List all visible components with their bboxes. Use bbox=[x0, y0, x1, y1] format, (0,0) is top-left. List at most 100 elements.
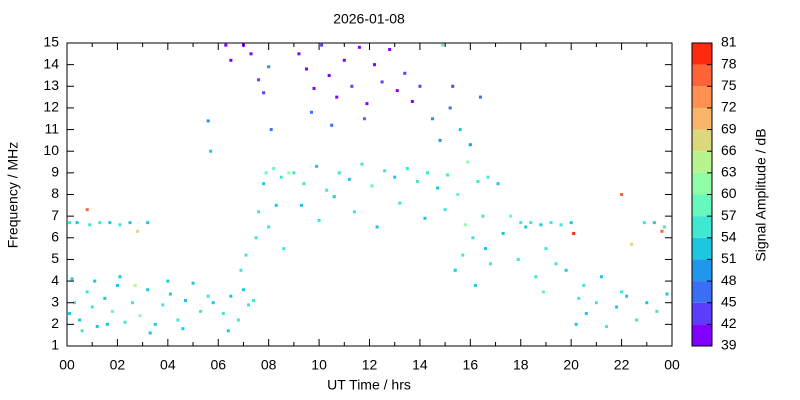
data-point bbox=[451, 84, 455, 88]
y-tick-label: 5 bbox=[51, 250, 59, 266]
colorbar-tick-label: 54 bbox=[721, 228, 737, 244]
colorbar-tick-label: 66 bbox=[721, 142, 737, 158]
colorbar-tick-label: 78 bbox=[721, 55, 737, 71]
data-point bbox=[436, 186, 440, 190]
data-point bbox=[327, 73, 331, 77]
data-point bbox=[453, 268, 457, 272]
colorbar-tick-label: 72 bbox=[721, 99, 737, 115]
data-point bbox=[320, 43, 324, 47]
x-tick-label: 18 bbox=[513, 357, 529, 373]
data-point bbox=[574, 322, 578, 326]
data-point bbox=[483, 247, 487, 251]
data-point bbox=[473, 283, 477, 287]
data-point bbox=[448, 106, 452, 110]
data-point bbox=[478, 95, 482, 99]
x-tick-label: 10 bbox=[311, 357, 327, 373]
data-point bbox=[88, 223, 92, 227]
data-point bbox=[297, 52, 301, 56]
data-point bbox=[244, 253, 248, 257]
data-point bbox=[425, 171, 429, 175]
data-point bbox=[299, 203, 303, 207]
data-point bbox=[360, 162, 364, 166]
data-point bbox=[279, 175, 283, 179]
data-point bbox=[410, 99, 414, 103]
data-point bbox=[625, 294, 629, 298]
data-point bbox=[168, 292, 172, 296]
data-point bbox=[249, 52, 253, 56]
data-point bbox=[577, 296, 581, 300]
data-point bbox=[471, 236, 475, 240]
data-point bbox=[247, 303, 250, 307]
colorbar-band bbox=[692, 281, 712, 303]
y-tick-label: 8 bbox=[51, 185, 59, 201]
colorbar-band bbox=[692, 43, 712, 65]
colorbar-band bbox=[692, 237, 712, 260]
data-point bbox=[221, 312, 225, 316]
data-point bbox=[93, 279, 97, 283]
data-point bbox=[105, 322, 109, 326]
data-point bbox=[161, 303, 165, 307]
colorbar-band bbox=[692, 151, 712, 173]
data-point bbox=[481, 214, 485, 218]
data-point bbox=[262, 182, 266, 186]
data-point bbox=[176, 318, 180, 322]
data-point bbox=[302, 182, 306, 186]
data-point bbox=[468, 143, 472, 147]
data-point bbox=[559, 223, 563, 227]
data-point bbox=[380, 80, 384, 84]
data-point bbox=[133, 283, 137, 287]
plot-frame bbox=[66, 42, 673, 347]
data-point bbox=[395, 89, 399, 93]
colorbar-band bbox=[692, 107, 712, 130]
data-point bbox=[95, 325, 99, 329]
data-point bbox=[441, 43, 445, 47]
x-tick-label: 00 bbox=[59, 357, 75, 373]
data-point bbox=[128, 221, 132, 225]
data-point bbox=[254, 236, 258, 240]
data-point bbox=[138, 314, 142, 318]
x-tick-label: 04 bbox=[160, 357, 176, 373]
data-point bbox=[73, 301, 77, 305]
data-point bbox=[403, 71, 407, 75]
data-point bbox=[337, 171, 341, 175]
data-point bbox=[108, 221, 112, 225]
y-tick-label: 1 bbox=[51, 337, 59, 353]
data-point bbox=[446, 173, 450, 177]
data-point bbox=[85, 208, 89, 212]
data-point bbox=[118, 223, 122, 227]
data-point bbox=[312, 86, 316, 90]
data-point bbox=[292, 171, 296, 175]
data-point bbox=[191, 281, 195, 285]
y-tick-label: 12 bbox=[43, 99, 59, 115]
data-point bbox=[153, 322, 157, 326]
data-point bbox=[489, 262, 492, 266]
x-tick-label: 08 bbox=[261, 357, 277, 373]
data-point bbox=[68, 312, 72, 316]
data-point bbox=[655, 309, 659, 313]
data-point bbox=[118, 275, 122, 279]
data-point bbox=[357, 45, 361, 49]
plot-area bbox=[68, 43, 669, 335]
y-tick-label: 13 bbox=[43, 77, 59, 93]
x-tick-label: 02 bbox=[110, 357, 126, 373]
colorbar-tick-label: 75 bbox=[721, 77, 737, 93]
data-point bbox=[229, 58, 233, 62]
data-point bbox=[272, 167, 276, 171]
colorbar-tick-label: 60 bbox=[721, 185, 737, 201]
data-point bbox=[642, 221, 646, 225]
data-point bbox=[80, 329, 84, 333]
data-point bbox=[599, 275, 603, 279]
y-tick-label: 11 bbox=[44, 120, 59, 136]
data-point bbox=[393, 175, 397, 179]
y-tick-label: 3 bbox=[51, 293, 59, 309]
data-point bbox=[146, 288, 150, 292]
data-point bbox=[615, 305, 619, 309]
y-tick-label: 14 bbox=[43, 55, 59, 71]
y-axis-label: Frequency / MHz bbox=[5, 142, 21, 249]
data-point bbox=[103, 296, 107, 300]
data-point bbox=[342, 58, 346, 62]
data-point bbox=[373, 63, 377, 67]
data-point bbox=[539, 223, 543, 227]
data-point bbox=[317, 218, 321, 222]
